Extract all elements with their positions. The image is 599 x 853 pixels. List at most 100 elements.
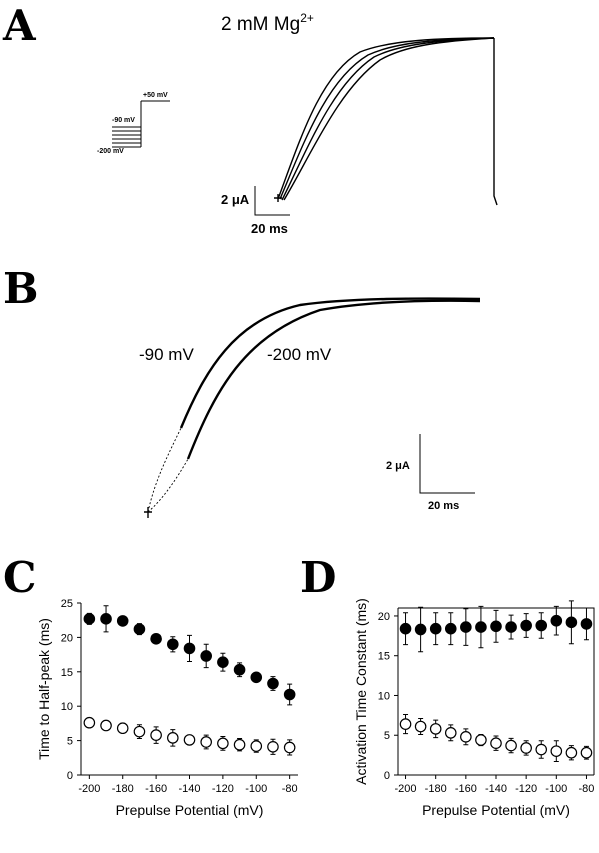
panel-a-start-mark bbox=[274, 194, 282, 202]
chart-d-point-filled bbox=[535, 619, 548, 632]
chart-c-point-open bbox=[133, 725, 146, 738]
chart-c-xtick-label: -180 bbox=[112, 783, 134, 795]
chart-d: -200 -180 -160 -140 -120 -100 -80 0 5 10 15 20 Prepu… bbox=[353, 598, 595, 818]
panel-a-traces bbox=[274, 37, 498, 206]
chart-c-ytick-label: 10 bbox=[61, 701, 73, 713]
chart-d-point-open bbox=[475, 734, 487, 746]
chart-d-xtick-label: -160 bbox=[455, 783, 477, 795]
chart-c-point-filled bbox=[150, 632, 162, 645]
panel-b-trace-90mv bbox=[179, 297, 481, 429]
chart-d-point-open bbox=[490, 737, 502, 749]
chart-d-point-open bbox=[565, 746, 578, 759]
chart-c-point-filled bbox=[250, 671, 263, 684]
chart-c-ytick-label: 15 bbox=[61, 667, 73, 679]
chart-d-point-open bbox=[520, 742, 532, 754]
chart-c-xtick-label: -160 bbox=[145, 783, 167, 795]
chart-c-point-filled bbox=[116, 615, 129, 627]
panel-a-scale-x: 20 ms bbox=[251, 221, 288, 236]
panel-b-label-200mv: -200 mV bbox=[267, 345, 332, 364]
chart-c-point-filled bbox=[100, 613, 112, 625]
chart-d-point-filled bbox=[550, 614, 563, 627]
chart-d-ylabel: Activation Time Constant (ms) bbox=[353, 598, 369, 785]
chart-c-xlabel: Prepulse Potential (mV) bbox=[116, 802, 264, 818]
chart-c-point-filled bbox=[217, 656, 229, 668]
panel-b-start-mark bbox=[144, 507, 152, 518]
chart-c-point-open bbox=[233, 738, 246, 751]
chart-d-ytick-label: 15 bbox=[378, 651, 390, 663]
chart-d-point-filled bbox=[429, 622, 442, 635]
panel-b-trace-200mv bbox=[186, 299, 481, 460]
chart-d-ytick-label: 5 bbox=[384, 730, 390, 742]
panel-a-letter: A bbox=[2, 1, 37, 50]
chart-c-point-filled bbox=[133, 623, 146, 635]
chart-d-point-filled bbox=[505, 621, 517, 633]
chart-c-ytick-label: 25 bbox=[61, 598, 73, 610]
chart-c-point-open bbox=[217, 737, 229, 750]
chart-d-point-filled bbox=[565, 616, 578, 629]
chart-c-xtick-label: -200 bbox=[78, 783, 100, 795]
panel-b-scale-bar bbox=[419, 434, 475, 494]
panel-b-traces bbox=[144, 297, 481, 518]
chart-c-point-open bbox=[250, 740, 263, 752]
chart-c-axes bbox=[80, 603, 298, 776]
chart-c-point-filled bbox=[267, 677, 279, 690]
chart-d-point-open bbox=[444, 727, 457, 739]
chart-c-xtick-label: -100 bbox=[245, 783, 267, 795]
chart-d-ytick-label: 20 bbox=[378, 611, 390, 623]
chart-d-point-filled bbox=[444, 622, 457, 635]
panel-b-scale-y: 2 μA bbox=[386, 460, 410, 472]
chart-c-point-filled bbox=[200, 650, 212, 662]
chart-d-point-open bbox=[414, 720, 427, 733]
panel-a-trace-2 bbox=[279, 37, 495, 200]
chart-d-ytick-label: 10 bbox=[378, 690, 390, 702]
chart-c-point-open bbox=[83, 716, 96, 729]
panel-a-tail bbox=[493, 38, 498, 206]
chart-d-point-filled bbox=[460, 621, 472, 633]
chart-d-point-filled bbox=[580, 618, 593, 630]
chart-d-point-filled bbox=[490, 620, 502, 633]
chart-c-point-filled bbox=[167, 638, 179, 651]
protocol-steps bbox=[112, 100, 170, 148]
panel-b-dotted-200mv bbox=[147, 458, 189, 513]
chart-c-point-open bbox=[150, 729, 162, 741]
panel-b-dotted-90mv bbox=[147, 427, 182, 513]
chart-d-point-open bbox=[399, 718, 412, 730]
chart-c-xtick-label: -80 bbox=[282, 783, 298, 795]
chart-d-point-open bbox=[429, 723, 442, 735]
chart-c-point-open bbox=[100, 719, 112, 732]
panel-b-scale-x: 20 ms bbox=[428, 500, 459, 512]
chart-d-point-open bbox=[550, 745, 563, 757]
chart-c-xtick-label: -140 bbox=[178, 783, 200, 795]
chart-c-xtick-label: -120 bbox=[212, 783, 234, 795]
panel-a-title-sup: 2+ bbox=[300, 11, 314, 25]
chart-d-point-open bbox=[535, 743, 548, 756]
chart-d-point-filled bbox=[414, 623, 427, 636]
chart-d-ytick-label: 0 bbox=[384, 770, 390, 782]
chart-d-xlabel: Prepulse Potential (mV) bbox=[422, 802, 570, 818]
chart-d-point-filled bbox=[520, 619, 532, 632]
chart-c-point-filled bbox=[183, 642, 196, 655]
panel-a-title: 2 mM Mg2+ bbox=[221, 11, 314, 35]
protocol-v-hold-label: -90 mV bbox=[112, 117, 135, 124]
panel-a-title-main: 2 mM Mg bbox=[221, 14, 300, 35]
chart-c-point-filled bbox=[233, 663, 246, 676]
chart-c-point-open bbox=[283, 741, 296, 754]
chart-d-point-filled bbox=[399, 622, 412, 635]
chart-c-point-open bbox=[183, 734, 196, 746]
chart-d-xtick-label: -120 bbox=[515, 783, 537, 795]
chart-c-ytick-label: 0 bbox=[67, 770, 73, 782]
chart-d-xtick-label: -200 bbox=[395, 783, 417, 795]
chart-d-frame bbox=[398, 607, 595, 775]
chart-c-ytick-label: 5 bbox=[67, 736, 73, 748]
chart-c-point-open bbox=[200, 736, 212, 748]
chart-d-point-filled bbox=[475, 621, 487, 633]
chart-d-xtick-label: -80 bbox=[579, 783, 595, 795]
panel-b-label-90mv: -90 mV bbox=[139, 345, 194, 364]
panel-b-letter: B bbox=[3, 264, 39, 313]
voltage-protocol: -90 mV +50 mV -200 mV bbox=[97, 92, 170, 155]
chart-c: -200 -180 -160 -140 -120 -100 -80 0 5 10 15 20 25 Pre… bbox=[36, 598, 298, 818]
protocol-v-min-label: -200 mV bbox=[97, 148, 124, 155]
chart-d-xtick-label: -180 bbox=[425, 783, 447, 795]
protocol-v-test-label: +50 mV bbox=[143, 92, 168, 99]
